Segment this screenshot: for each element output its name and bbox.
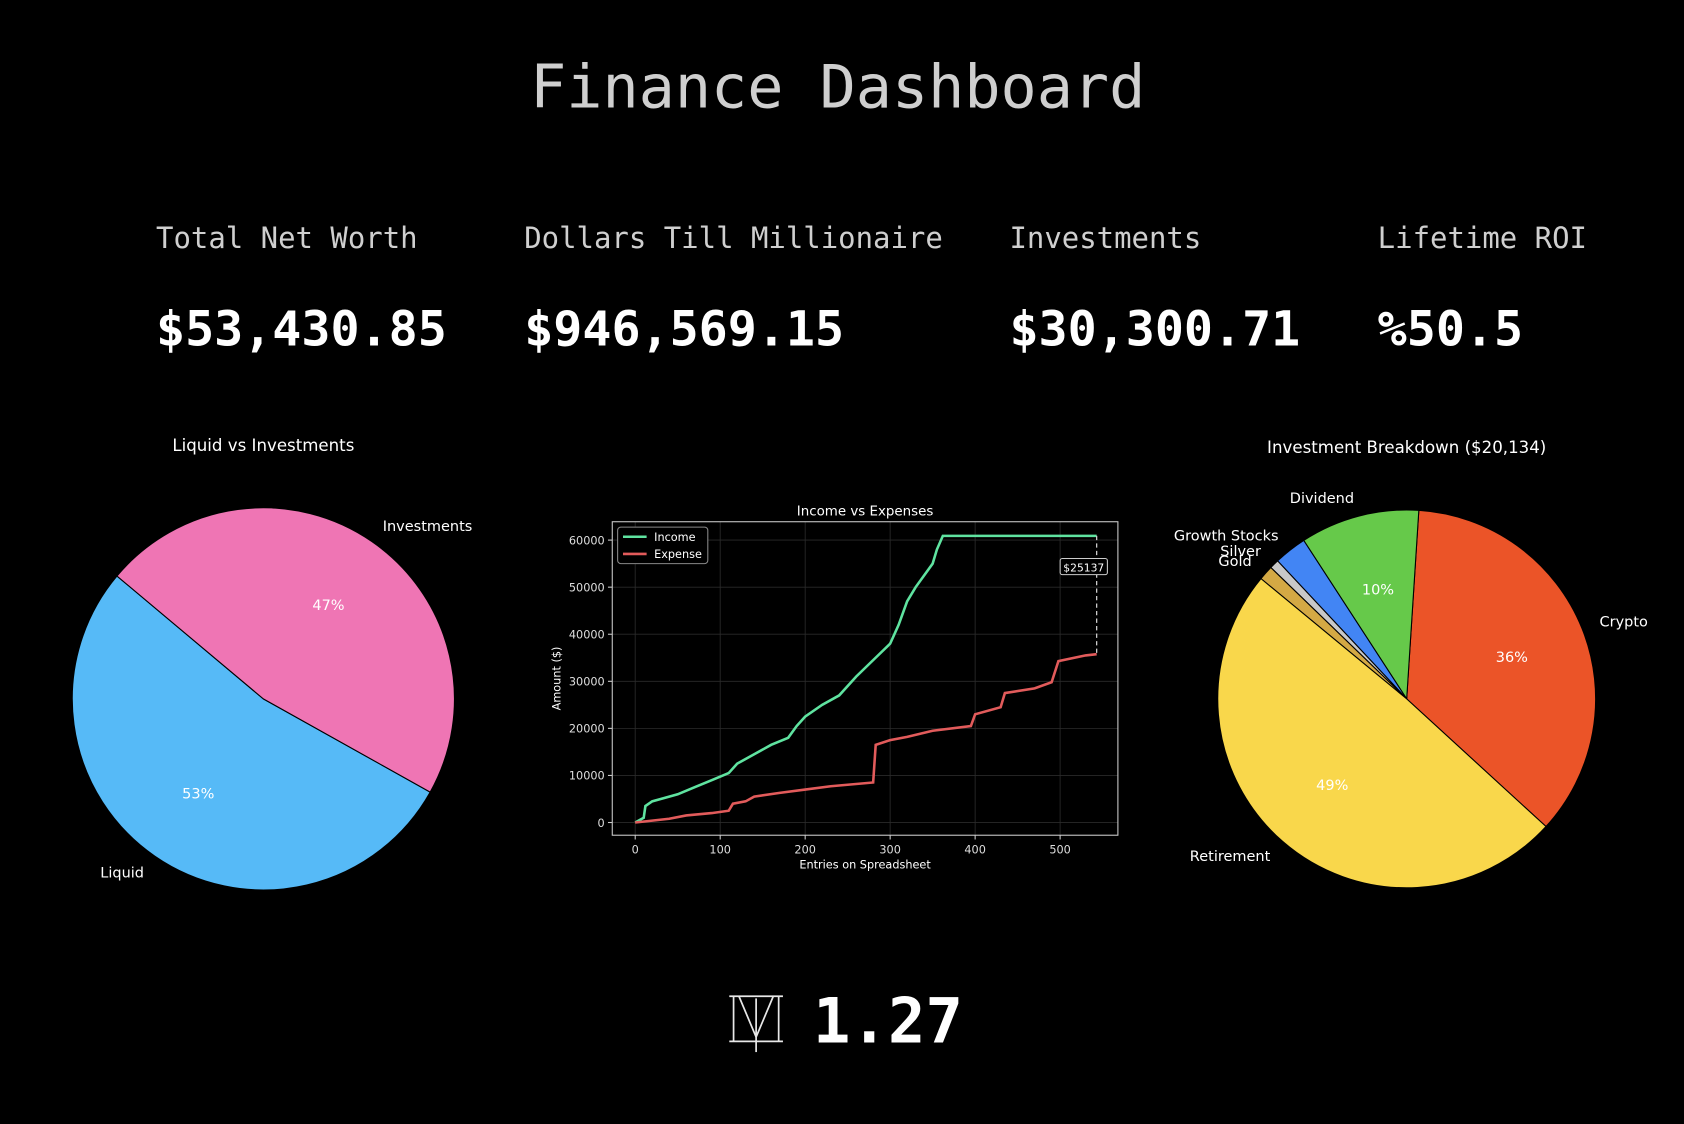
y-tick-label: 60000: [569, 534, 605, 547]
x-axis-label: Entries on Spreadsheet: [799, 858, 931, 871]
slice-label: Crypto: [1600, 615, 1649, 631]
y-tick-label: 0: [598, 817, 605, 830]
stat-label: Dollars Till Millionaire: [524, 221, 943, 255]
series-line: [634, 534, 1097, 824]
y-tick-label: 30000: [569, 676, 605, 689]
x-tick-label: 0: [632, 843, 639, 856]
pie-chart: Investment Breakdown ($20,134) Crypto 36% D…: [1174, 438, 1649, 889]
slice-percent: 10%: [1362, 583, 1394, 599]
slice-label: Gold: [1218, 554, 1251, 570]
slice-percent: 53%: [182, 787, 214, 803]
x-tick-label: 300: [879, 843, 901, 856]
charts: Liquid vs Investments Liquid 53% Investment…: [71, 436, 1649, 891]
slice-label: Retirement: [1190, 849, 1271, 865]
legend-label: Expense: [654, 548, 702, 561]
stat-label: Investments: [1009, 221, 1201, 255]
dashboard-title: Finance Dashboard: [530, 52, 1145, 122]
series-line: [635, 652, 1097, 824]
stat-value: $946,569.15: [524, 302, 844, 358]
y-axis-label: Amount ($): [551, 647, 564, 711]
logo-stroke: [738, 995, 757, 1038]
annotation-box: [1059, 557, 1108, 576]
annotation: $25137: [1063, 561, 1104, 574]
slice-label: Silver: [1220, 544, 1261, 560]
x-tick-label: 100: [709, 843, 731, 856]
y-tick-label: 20000: [569, 723, 605, 736]
pie-slice: [1302, 509, 1420, 701]
slice-label: Dividend: [1290, 491, 1354, 507]
slice-label: Growth Stocks: [1174, 529, 1279, 545]
x-tick-label: 500: [1049, 843, 1071, 856]
slice-label: Investments: [383, 519, 473, 535]
slice-percent: 47%: [312, 598, 344, 614]
pie-slice: [116, 507, 455, 793]
stat-label: Total Net Worth: [156, 221, 418, 255]
chart-title: Liquid vs Investments: [172, 436, 354, 455]
line-chart: Income vs Expenses 0 100 200 300 400 500 0 10000…: [551, 504, 1119, 871]
legend-label: Income: [654, 531, 696, 544]
pie-slice: [1406, 509, 1597, 828]
logo: [729, 995, 783, 1053]
chart-title: Income vs Expenses: [797, 504, 934, 519]
version: 1.27: [813, 984, 963, 1057]
slice-percent: 49%: [1316, 778, 1348, 794]
x-tick-label: 200: [794, 843, 816, 856]
stat-value: %50.5: [1378, 302, 1523, 358]
stats-row: Total Net Worth $53,430.85 Dollars Till Mi…: [156, 221, 1587, 358]
logo-stroke: [755, 995, 775, 1038]
stat-value: $30,300.71: [1009, 302, 1300, 358]
stat-label: Lifetime ROI: [1378, 221, 1587, 255]
stat-value: $53,430.85: [156, 302, 447, 358]
y-tick-label: 50000: [569, 581, 605, 594]
chart-title: Investment Breakdown ($20,134): [1267, 438, 1546, 457]
plot-frame: [611, 521, 1119, 836]
slice-percent: 36%: [1496, 650, 1528, 666]
pie-chart: Liquid vs Investments Liquid 53% Investment…: [71, 436, 473, 891]
y-tick-label: 10000: [569, 770, 605, 783]
pie-slice: [1217, 577, 1547, 889]
x-tick-label: 400: [964, 843, 986, 856]
y-tick-label: 40000: [569, 629, 605, 642]
slice-label: Liquid: [100, 865, 144, 881]
pie-slice: [71, 575, 431, 891]
